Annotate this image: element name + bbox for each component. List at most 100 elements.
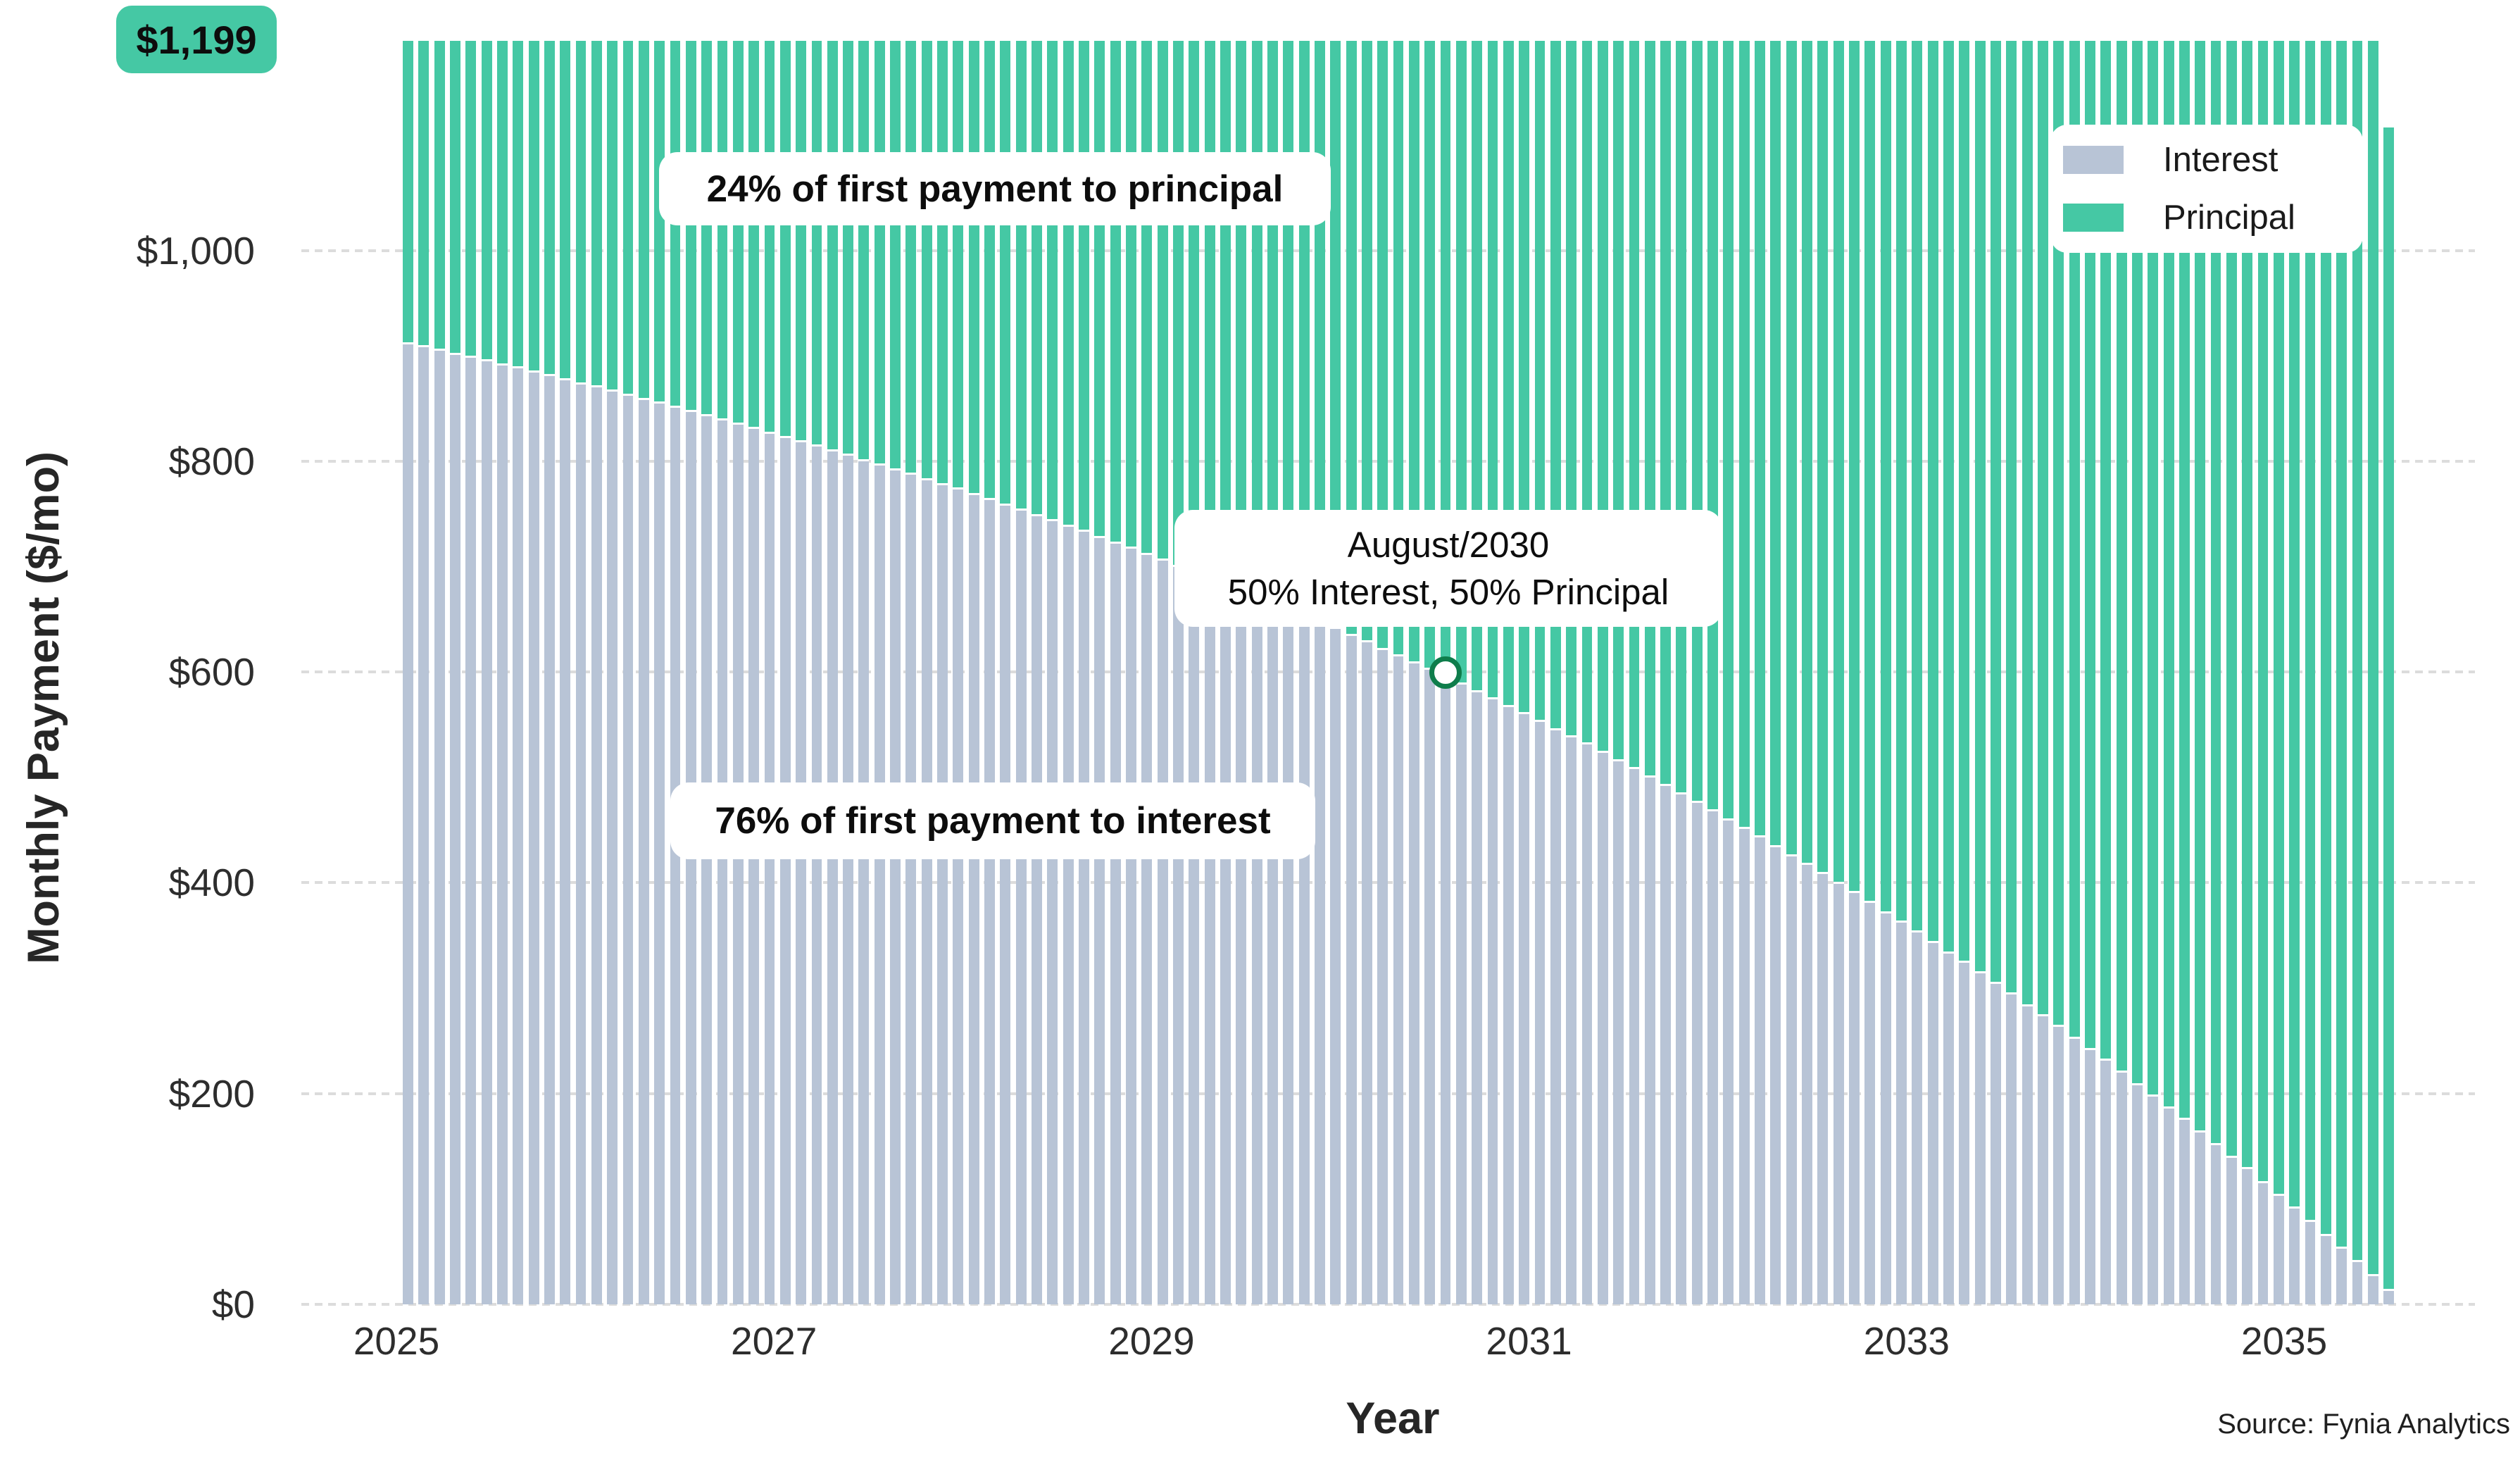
payment-bar <box>638 40 649 1304</box>
interest-segment <box>1141 555 1153 1304</box>
payment-bar <box>1047 40 1058 1304</box>
payment-bar <box>858 40 870 1304</box>
interest-segment <box>1991 984 2001 1304</box>
interest-segment <box>1377 649 1388 1304</box>
principal-segment <box>2006 40 2017 995</box>
payment-bar <box>748 40 760 1304</box>
interest-segment <box>1943 953 1954 1304</box>
interest-segment <box>2383 1290 2395 1304</box>
principal-segment <box>1566 40 1577 737</box>
interest-segment <box>1047 521 1058 1304</box>
interest-segment <box>1802 865 1812 1304</box>
interest-segment <box>1644 777 1655 1304</box>
interest-segment <box>717 420 728 1304</box>
payment-bar <box>1220 40 1231 1304</box>
crossover-annotation-line2: 50% Interest, 50% Principal <box>1227 572 1669 612</box>
payment-bar <box>2179 40 2190 1304</box>
interest-segment <box>434 350 445 1304</box>
interest-segment <box>1849 893 1860 1304</box>
payment-bar <box>1880 40 1891 1304</box>
x-tick-label: 2027 <box>731 1319 817 1363</box>
interest-segment <box>2069 1038 2080 1304</box>
interest-segment <box>1173 566 1184 1304</box>
payment-bar <box>2006 40 2017 1304</box>
interest-segment <box>2038 1016 2048 1304</box>
principal-segment <box>748 40 760 429</box>
interest-segment <box>2195 1133 2206 1304</box>
x-tick-label: 2025 <box>353 1319 440 1363</box>
principal-segment <box>1723 40 1734 821</box>
interest-segment <box>1393 656 1404 1304</box>
principal-segment <box>1912 40 1923 932</box>
interest-segment <box>449 354 460 1304</box>
interest-segment <box>2116 1072 2127 1304</box>
principal-segment <box>858 40 870 461</box>
payment-bar <box>2305 40 2316 1304</box>
principal-segment <box>2367 40 2378 1276</box>
x-axis-title: Year <box>1346 1394 1440 1443</box>
principal-segment <box>1644 40 1655 778</box>
payment-bar <box>1550 40 1561 1304</box>
payment-bar <box>984 40 995 1304</box>
gridline <box>301 1092 2475 1095</box>
payment-bar <box>1676 40 1687 1304</box>
payment-bar <box>528 40 539 1304</box>
interest-segment <box>1707 811 1719 1304</box>
interest-segment <box>1974 973 1986 1304</box>
payment-bar <box>1079 40 1089 1304</box>
interest-segment <box>1298 616 1310 1304</box>
interest-segment <box>1864 902 1876 1304</box>
payment-bar <box>937 40 948 1304</box>
principal-segment <box>732 40 744 425</box>
payment-bar <box>685 40 696 1304</box>
legend-row-interest: Interest <box>2063 140 2363 180</box>
principal-segment <box>796 40 807 442</box>
crossover-annotation-line1: August/2030 <box>1347 525 1550 565</box>
interest-segment <box>843 456 854 1304</box>
interest-segment <box>811 446 822 1304</box>
payment-bar <box>1755 40 1765 1304</box>
payment-bar <box>1927 40 1938 1304</box>
principal-segment <box>1770 40 1781 847</box>
interest-segment <box>937 485 948 1304</box>
payment-bar <box>2210 40 2221 1304</box>
principal-segment <box>2257 40 2269 1183</box>
principal-segment <box>1581 40 1593 745</box>
payment-bar <box>1314 40 1325 1304</box>
interest-segment <box>2053 1027 2064 1304</box>
interest-segment <box>513 368 524 1304</box>
interest-segment <box>921 480 932 1304</box>
principal-segment <box>1833 40 1844 884</box>
principal-segment <box>2069 40 2080 1039</box>
payment-bar <box>2226 40 2237 1304</box>
x-tick-label: 2035 <box>2240 1319 2328 1363</box>
interest-segment <box>1550 730 1561 1304</box>
interest-swatch-icon <box>2063 146 2124 174</box>
principal-segment <box>1094 40 1105 539</box>
payment-bar <box>2116 40 2127 1304</box>
y-tick-label: $400 <box>168 861 255 905</box>
interest-segment <box>654 403 665 1304</box>
payment-bar <box>1393 40 1404 1304</box>
payment-bar <box>544 40 555 1304</box>
payment-bar <box>2320 40 2331 1304</box>
interest-segment <box>403 344 413 1304</box>
principal-segment <box>2352 40 2363 1263</box>
interest-segment <box>1817 874 1829 1304</box>
payment-bar <box>1173 40 1184 1304</box>
interest-segment <box>1880 913 1891 1304</box>
interest-segment <box>1534 721 1546 1304</box>
principal-segment <box>591 40 602 388</box>
payment-bar <box>2038 40 2048 1304</box>
principal-segment <box>717 40 728 420</box>
principal-segment <box>1707 40 1719 811</box>
interest-segment <box>1519 714 1530 1304</box>
interest-segment <box>1094 538 1105 1304</box>
principal-segment <box>1629 40 1640 769</box>
payment-bar <box>717 40 728 1304</box>
principal-segment <box>701 40 713 416</box>
interest-segment <box>1660 785 1672 1304</box>
payment-bar <box>1330 40 1341 1304</box>
payment-bar <box>1691 40 1703 1304</box>
interest-segment <box>2305 1222 2316 1304</box>
